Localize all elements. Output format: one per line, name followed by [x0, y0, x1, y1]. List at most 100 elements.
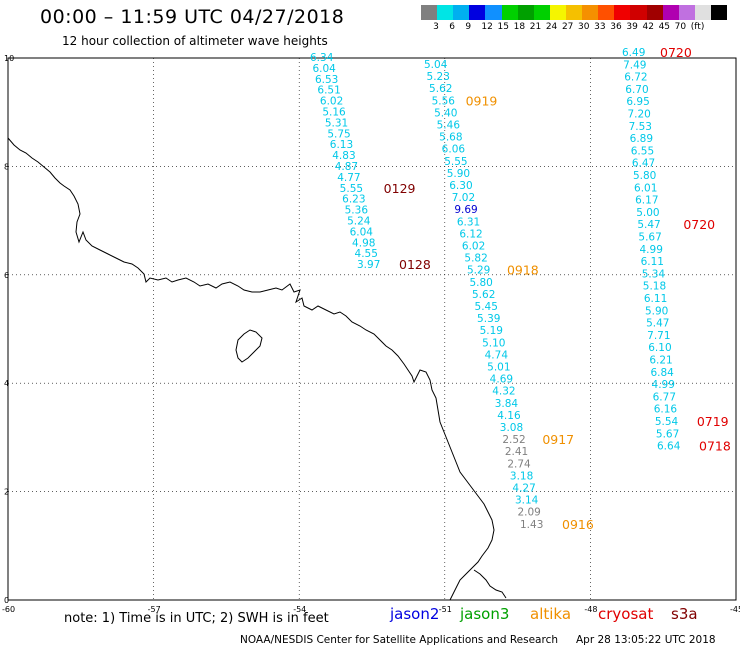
- page-subtitle: 12 hour collection of altimeter wave hei…: [62, 34, 328, 48]
- colorbar-swatch: [678, 5, 695, 20]
- wave-height-value: 4.99: [652, 379, 675, 391]
- y-tick-label: 4: [4, 379, 9, 388]
- pass-time-label: 0720: [683, 217, 715, 232]
- wave-height-value: 4.16: [497, 410, 521, 422]
- colorbar-label: 3: [433, 22, 439, 32]
- colorbar-label: 18: [513, 22, 526, 32]
- wave-height-value: 5.00: [636, 207, 659, 219]
- colorbar-label: 27: [561, 22, 574, 32]
- wave-height-value: 5.18: [643, 281, 666, 293]
- wave-height-value: 6.10: [648, 342, 671, 354]
- legend-item-cryosat: cryosat: [598, 605, 654, 623]
- wave-height-value: 5.62: [472, 289, 495, 301]
- legend-item-jason3: jason3: [460, 605, 510, 623]
- colorbar-swatch: [453, 5, 470, 20]
- wave-height-value: 5.45: [475, 301, 498, 313]
- wave-height-value: 3.18: [510, 470, 533, 482]
- colorbar-label: 36: [610, 22, 622, 32]
- wave-height-value: 9.69: [454, 204, 477, 216]
- colorbar-swatch: [437, 5, 454, 20]
- wave-height-value: 6.34: [310, 52, 334, 64]
- pass-time-label: 0720: [660, 45, 692, 60]
- pass-time-label: 0719: [697, 414, 729, 429]
- wave-height-value: 6.04: [312, 63, 336, 75]
- wave-height-value: 6.12: [459, 228, 482, 240]
- colorbar-swatch: [646, 5, 663, 20]
- wave-height-value: 5.01: [487, 362, 510, 374]
- colorbar-label: 9: [465, 22, 472, 32]
- wave-height-value: 5.54: [655, 416, 679, 428]
- wave-height-value: 6.77: [653, 391, 676, 403]
- wave-height-value: 3.97: [357, 259, 380, 271]
- track-2: 5.045.235.625.565.405.465.686.065.555.90…: [424, 59, 594, 532]
- x-tick-label: -60: [2, 605, 15, 614]
- credit-text: NOAA/NESDIS Center for Satellite Applica…: [240, 634, 558, 646]
- colorbar-label: 12: [481, 22, 493, 32]
- colorbar-label: 39: [626, 22, 638, 32]
- wave-height-value: 5.82: [464, 253, 487, 265]
- colorbar-swatch: [533, 5, 550, 20]
- wave-height-value: 4.77: [337, 172, 360, 184]
- colorbar-swatch: [614, 5, 631, 20]
- track-3: 6.497.496.726.706.957.207.536.896.556.47…: [622, 45, 731, 454]
- wave-height-value: 6.04: [350, 226, 374, 238]
- wave-height-value: 5.34: [642, 268, 666, 280]
- colorbar-label: 42: [642, 22, 654, 32]
- wave-height-value: 2.52: [502, 434, 525, 446]
- colorbar-swatch: [549, 5, 566, 20]
- wave-height-value: 5.67: [638, 232, 661, 244]
- wave-height-value: 5.29: [467, 265, 490, 277]
- wave-height-value: 5.47: [646, 318, 669, 330]
- wave-height-value: 6.30: [449, 180, 472, 192]
- colorbar: [421, 5, 728, 20]
- colorbar-swatch: [598, 5, 615, 20]
- wave-height-value: 4.99: [640, 244, 663, 256]
- colorbar-label: 6: [449, 22, 455, 32]
- wave-height-value: 6.47: [632, 158, 655, 170]
- wave-height-value: 7.53: [629, 121, 652, 133]
- colorbar-swatch: [710, 5, 728, 20]
- wave-height-value: 7.20: [627, 109, 650, 121]
- wave-height-value: 5.16: [322, 107, 346, 119]
- wave-height-value: 5.04: [424, 59, 448, 71]
- altimeter-tracks: 6.346.046.536.516.025.165.315.756.134.83…: [310, 45, 731, 532]
- legend-item-s3a: s3a: [671, 605, 698, 623]
- y-tick-label: 6: [4, 271, 9, 280]
- wave-height-value: 6.64: [657, 441, 681, 453]
- wave-height-value: 6.02: [320, 96, 343, 108]
- axis-ticks: -60 -57 -54 -51 -48 -45 10 8 6 4 2 0: [2, 54, 740, 614]
- wave-height-value: 4.27: [512, 483, 535, 495]
- y-tick-label: 8: [4, 162, 9, 171]
- wave-height-value: 5.55: [340, 183, 363, 195]
- wave-height-value: 5.90: [447, 168, 470, 180]
- pass-time-label: 0917: [542, 432, 574, 447]
- colorbar-swatch: [517, 5, 534, 20]
- map-frame: [7, 57, 737, 601]
- wave-height-value: 1.43: [520, 519, 543, 531]
- map-grid: [8, 58, 736, 600]
- y-tick-label: 0: [4, 596, 9, 605]
- wave-height-value: 2.74: [507, 458, 531, 470]
- island-path: [235, 329, 263, 363]
- colorbar-label: 30: [578, 22, 590, 32]
- wave-height-value: 5.10: [482, 337, 505, 349]
- wave-height-value: 6.16: [654, 404, 678, 416]
- wave-height-value: 6.89: [630, 133, 653, 145]
- pass-time-label: 0919: [466, 93, 498, 108]
- pass-time-label: 0916: [562, 517, 594, 532]
- wave-height-value: 5.39: [477, 313, 500, 325]
- colorbar-label: 33: [594, 22, 606, 32]
- wave-height-value: 6.21: [649, 355, 672, 367]
- wave-height-value: 5.75: [327, 128, 350, 140]
- wave-height-value: 5.31: [325, 117, 348, 129]
- colorbar-swatch: [565, 5, 583, 20]
- wave-height-value: 5.67: [656, 428, 679, 440]
- colorbar-label: 45: [658, 22, 671, 32]
- wave-height-value: 4.74: [485, 349, 509, 361]
- colorbar-label: (ft): [690, 22, 705, 32]
- pass-time-label: 0129: [384, 181, 416, 196]
- track-1: 6.346.046.536.516.025.165.315.756.134.83…: [310, 52, 431, 272]
- wave-height-value: 6.49: [622, 47, 645, 59]
- x-tick-label: -51: [439, 605, 452, 614]
